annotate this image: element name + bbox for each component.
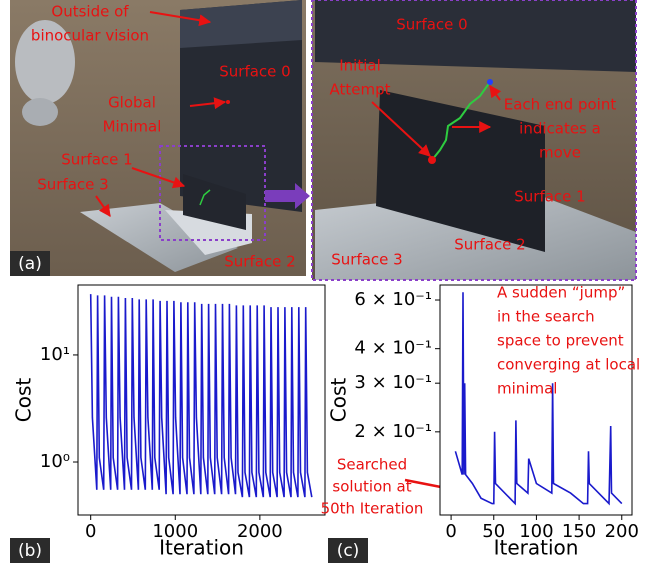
y-tick-label: 10¹ <box>40 344 70 365</box>
scene-label: Surface 3 <box>37 176 108 194</box>
scene-label: Surface 3 <box>331 251 402 269</box>
scene-label: Surface 0 <box>396 16 467 34</box>
annotation: converging at local <box>497 356 640 374</box>
y-tick-label: 10⁰ <box>40 451 70 472</box>
scene-label: Outside of <box>51 3 129 21</box>
panel-tag-box <box>10 538 50 563</box>
x-tick-label: 50 <box>482 521 505 542</box>
scene-label: Global <box>108 94 156 112</box>
cost-line <box>89 294 313 498</box>
panel-tag: (b) <box>18 541 42 561</box>
scene-left <box>10 0 310 276</box>
scene-label: Surface 1 <box>514 188 585 206</box>
scene-right <box>311 0 637 281</box>
annotation: space to prevent <box>497 332 624 350</box>
scene-label: Each end point <box>504 96 617 114</box>
scene-label: Initial <box>339 57 381 75</box>
x-tick-label: 0 <box>445 521 456 542</box>
x-tick-label: 2000 <box>237 521 283 542</box>
y-axis-label: Cost <box>327 378 351 423</box>
panel-tag-box <box>328 538 368 563</box>
x-axis-label: Iteration <box>494 536 579 560</box>
panel-tag-box <box>10 251 50 276</box>
annotation: 50th Iteration <box>321 500 424 518</box>
y-tick-label: 3 × 10⁻¹ <box>354 372 432 393</box>
scene-label: Surface 0 <box>219 63 290 81</box>
x-tick-label: 1000 <box>152 521 198 542</box>
annotation: solution at <box>332 478 411 496</box>
y-axis-label: Cost <box>12 378 36 423</box>
plot-frame <box>439 284 633 516</box>
annotation: in the search <box>497 308 595 326</box>
cost-line <box>454 292 623 506</box>
scene-label: Surface 2 <box>454 236 525 254</box>
x-tick-label: 150 <box>562 521 596 542</box>
y-tick-label: 6 × 10⁻¹ <box>354 289 432 310</box>
annotation: Searched <box>337 456 407 474</box>
scene-label: move <box>539 144 581 162</box>
x-axis-label: Iteration <box>159 536 244 560</box>
scene-label: Attempt <box>329 81 390 99</box>
annotation: minimal <box>497 380 557 398</box>
annotation: A sudden “jump” <box>497 284 625 302</box>
scene-label: indicates a <box>519 120 601 138</box>
y-tick-label: 4 × 10⁻¹ <box>354 338 432 359</box>
x-tick-label: 200 <box>605 521 639 542</box>
scene-label: Surface 1 <box>61 151 132 169</box>
y-tick-label: 2 × 10⁻¹ <box>354 421 432 442</box>
x-tick-label: 0 <box>85 521 96 542</box>
scene-label: Surface 2 <box>224 253 295 271</box>
x-tick-label: 100 <box>519 521 553 542</box>
scene-label: binocular vision <box>31 27 149 45</box>
panel-tag: (c) <box>337 541 360 561</box>
scene-label: Minimal <box>103 118 162 136</box>
panel-tag: (a) <box>18 254 42 274</box>
